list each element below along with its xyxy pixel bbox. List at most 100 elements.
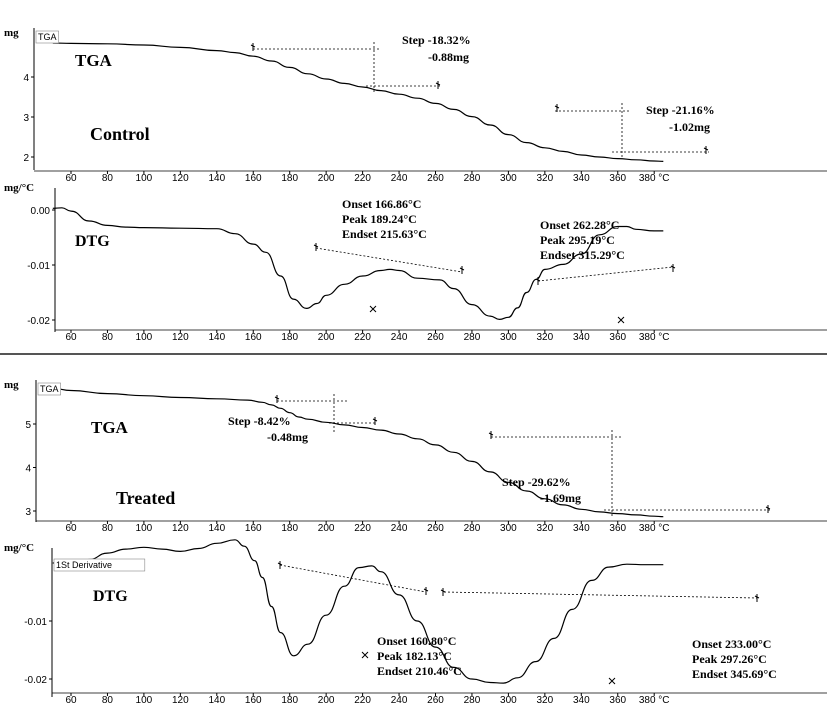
x-tick-label: 360 <box>609 523 626 534</box>
dtg4-annotation-endset: Endset 345.69°C <box>692 667 777 681</box>
x-tick-label: 360 <box>609 173 626 184</box>
y-tick-label: 3 <box>25 507 31 518</box>
dtg3-annotation-endset: Endset 210.46°C <box>377 664 462 678</box>
dtg3-annotation-onset: Onset 160.80°C <box>377 634 456 648</box>
step-tick <box>765 505 771 513</box>
x-tick-label: 260 <box>427 695 444 706</box>
x-tick-label: 160 <box>245 173 262 184</box>
step-tick <box>754 594 760 602</box>
y-tick-label: -0.01 <box>24 617 47 628</box>
step-tick <box>670 264 676 272</box>
step-mass: -0.48mg <box>267 430 308 444</box>
x-tick-label: 80 <box>102 332 114 343</box>
x-tick-label: 100 <box>136 173 153 184</box>
x-tick-label: 380 °C <box>639 173 670 184</box>
step-percent: Step -21.16% <box>646 103 715 117</box>
x-tick-label: 380 °C <box>639 332 670 343</box>
x-tick-label: 380 °C <box>639 523 670 534</box>
x-tick-label: 180 <box>281 332 298 343</box>
step-mass: -0.88mg <box>428 50 469 64</box>
x-tick-label: 280 <box>464 523 481 534</box>
x-tick-label: 280 <box>464 695 481 706</box>
x-tick-label: 120 <box>172 523 189 534</box>
x-tick-label: 100 <box>136 332 153 343</box>
x-tick-label: 220 <box>354 523 371 534</box>
x-tick-label: 220 <box>354 173 371 184</box>
x-tick-label: 240 <box>391 332 408 343</box>
x-tick-label: 220 <box>354 332 371 343</box>
x-tick-label: 320 <box>537 695 554 706</box>
x-tick-label: 120 <box>172 332 189 343</box>
y-axis-unit-label: mg/°C <box>4 182 34 194</box>
x-tick-label: 140 <box>208 173 225 184</box>
step-tick <box>459 266 465 274</box>
dtg4-annotation-peak: Peak 297.26°C <box>692 652 767 666</box>
dtg1-annotation-peak: Peak 189.24°C <box>342 212 417 226</box>
tga-legend: TGA <box>38 32 57 42</box>
y-tick-label: 4 <box>25 464 31 475</box>
peak-marker <box>608 677 616 685</box>
y-tick-label: 3 <box>23 113 29 124</box>
y-axis-unit-label: mg <box>4 27 19 39</box>
panel-label-tga: TGA <box>91 418 129 437</box>
x-tick-label: 80 <box>102 173 114 184</box>
x-tick-label: 320 <box>537 173 554 184</box>
x-tick-label: 180 <box>281 523 298 534</box>
group-label-treated: Treated <box>116 488 175 508</box>
dtg1-annotation-endset: Endset 215.63°C <box>342 227 427 241</box>
x-tick-label: 140 <box>208 332 225 343</box>
x-tick-label: 200 <box>318 523 335 534</box>
y-axis-unit-label: mg/°C <box>4 542 34 554</box>
step-tick <box>488 431 494 439</box>
y-axis-unit-label: mg <box>4 379 19 391</box>
x-tick-label: 320 <box>537 332 554 343</box>
tga-legend-box <box>35 30 59 44</box>
x-tick-label: 160 <box>245 695 262 706</box>
x-tick-label: 180 <box>281 695 298 706</box>
data-curve <box>52 42 664 162</box>
peak-marker <box>361 651 369 659</box>
step-tick <box>440 588 446 596</box>
x-tick-label: 260 <box>427 173 444 184</box>
step-tick <box>372 417 378 425</box>
construction-line <box>279 564 427 593</box>
dtg2-annotation-onset: Onset 262.28°C <box>540 218 619 232</box>
x-tick-label: 280 <box>464 332 481 343</box>
y-tick-label: -0.01 <box>27 261 50 272</box>
x-tick-label: 380 °C <box>639 695 670 706</box>
derivative-legend-box <box>53 558 146 572</box>
y-tick-label: -0.02 <box>24 675 47 686</box>
panel-label-tga: TGA <box>75 51 113 70</box>
data-curve <box>52 539 664 684</box>
y-tick-label: 2 <box>23 153 29 164</box>
step-percent: Step -8.42% <box>228 414 291 428</box>
step-tick <box>423 587 429 595</box>
panel-label-dtg: DTG <box>93 588 128 605</box>
step-percent: Step -18.32% <box>402 33 471 47</box>
section-separator <box>0 353 827 355</box>
x-tick-label: 200 <box>318 695 335 706</box>
x-tick-label: 60 <box>65 523 77 534</box>
step-percent: Step -29.62% <box>502 475 571 489</box>
x-tick-label: 120 <box>172 695 189 706</box>
x-tick-label: 360 <box>609 332 626 343</box>
x-tick-label: 260 <box>427 523 444 534</box>
x-tick-label: 220 <box>354 695 371 706</box>
step-tick <box>435 81 441 89</box>
dtg4-annotation-onset: Onset 233.00°C <box>692 637 771 651</box>
x-tick-label: 300 <box>500 173 517 184</box>
peak-marker <box>369 305 377 313</box>
x-tick-label: 180 <box>281 173 298 184</box>
y-tick-label: -0.02 <box>27 316 50 327</box>
x-tick-label: 80 <box>102 695 114 706</box>
tga-legend-box <box>37 382 61 396</box>
x-tick-label: 340 <box>573 173 590 184</box>
step-mass: -1.69mg <box>540 491 581 505</box>
x-tick-label: 140 <box>208 695 225 706</box>
x-tick-label: 240 <box>391 173 408 184</box>
x-tick-label: 60 <box>65 173 77 184</box>
x-tick-label: 60 <box>65 695 77 706</box>
x-tick-label: 120 <box>172 173 189 184</box>
y-tick-label: 4 <box>23 73 29 84</box>
